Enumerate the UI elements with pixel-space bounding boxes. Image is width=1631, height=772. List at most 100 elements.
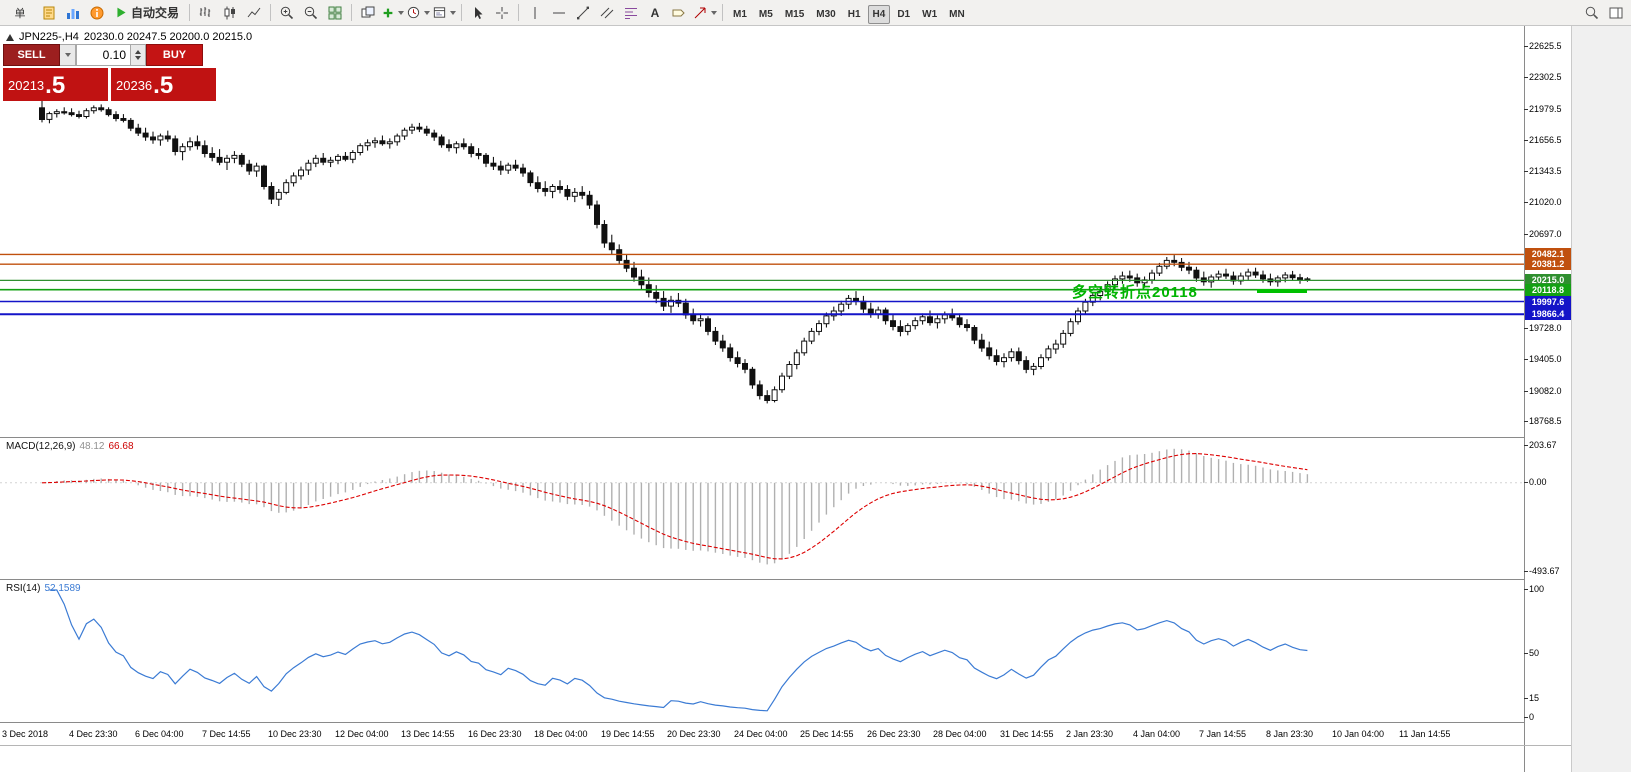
y-axis-label: 19405.0 (1529, 354, 1562, 364)
y-axis-tick (1524, 77, 1528, 78)
rsi-axis-tick (1524, 717, 1528, 718)
main-chart-canvas[interactable] (0, 26, 1524, 437)
rsi-label: RSI(14) 52.1589 (6, 583, 81, 594)
time-axis-label: 31 Dec 14:55 (1000, 729, 1054, 739)
bar-chart-icon (199, 6, 211, 17)
bar-chart-mode-button[interactable] (195, 2, 217, 24)
order-menu-label: 单 (14, 7, 26, 20)
label-tool-button[interactable] (668, 2, 690, 24)
macd-main-value: 48.12 (79, 441, 105, 452)
time-axis-label: 4 Dec 23:30 (69, 729, 118, 739)
time-axis-label: 11 Jan 14:55 (1399, 729, 1451, 739)
cursor-button[interactable] (467, 2, 489, 24)
timeframe-m15-button[interactable]: M15 (784, 8, 805, 20)
zoom-out-button[interactable] (300, 2, 322, 24)
rsi-axis-tick (1524, 589, 1528, 590)
macd-canvas[interactable] (0, 438, 1524, 578)
autotrade-label: 自动交易 (131, 6, 180, 20)
lot-dropdown-button[interactable] (60, 44, 76, 66)
y-axis-label: 21020.0 (1529, 197, 1562, 207)
timeframe-mn-button[interactable]: MN (949, 8, 965, 20)
buy-price-block[interactable]: 20236 .5 (111, 68, 216, 101)
time-axis-label: 8 Jan 23:30 (1266, 729, 1314, 739)
trendline-tool-button[interactable] (572, 2, 594, 24)
channel-tool-button[interactable] (596, 2, 618, 24)
tile-windows-button[interactable] (324, 2, 346, 24)
y-axis-tick (1524, 140, 1528, 141)
buy-button[interactable]: BUY (146, 44, 203, 66)
channel-icon (600, 7, 614, 18)
y-axis-tick (1524, 391, 1528, 392)
template-icon (433, 7, 446, 18)
chart-symbol-period: JPN225-,H4 (19, 31, 79, 43)
time-axis-label: 18 Dec 04:00 (534, 729, 588, 739)
y-axis-label: 18768.5 (1529, 416, 1562, 426)
candlestick-mode-button[interactable] (219, 2, 241, 24)
time-axis-label: 16 Dec 23:30 (468, 729, 522, 739)
trend-annotation[interactable]: 多空转折点20118 (1072, 284, 1198, 301)
zoom-in-button[interactable] (276, 2, 298, 24)
chevron-down-icon (64, 53, 71, 57)
rsi-axis-label: 100 (1529, 584, 1545, 594)
lot-stepper[interactable] (131, 44, 146, 66)
order-menu-button[interactable]: 单 (4, 2, 36, 24)
timeframe-m1-button[interactable]: M1 (733, 8, 747, 20)
market-watch-button[interactable] (62, 2, 84, 24)
cascade-windows-button[interactable] (357, 2, 379, 24)
time-axis-label: 13 Dec 14:55 (401, 729, 455, 739)
toolbar-separator (351, 4, 353, 21)
lot-size-input[interactable] (76, 44, 131, 66)
fibonacci-tool-button[interactable] (620, 2, 642, 24)
data-window-button[interactable] (86, 2, 108, 24)
sell-button-label: SELL (17, 49, 46, 61)
toolbar-separator (461, 4, 463, 21)
line-chart-mode-button[interactable] (243, 2, 265, 24)
timeframe-w1-button[interactable]: W1 (922, 8, 938, 20)
rsi-canvas[interactable] (0, 580, 1524, 722)
sell-price-block[interactable]: 20213 .5 (3, 68, 108, 101)
templates-button[interactable] (432, 2, 457, 24)
time-axis[interactable] (0, 722, 1524, 746)
time-axis-label: 6 Dec 04:00 (135, 729, 184, 739)
indicators-button[interactable] (381, 2, 405, 24)
panels-button[interactable] (1605, 2, 1627, 24)
main-chart-panel[interactable] (0, 26, 1524, 437)
time-axis-label: 4 Jan 04:00 (1133, 729, 1181, 739)
price-level-badge: 20215.0 (1525, 274, 1571, 286)
arrows-tool-button[interactable] (692, 2, 718, 24)
time-axis-label: 3 Dec 2018 (2, 729, 49, 739)
y-axis-label: 21979.5 (1529, 104, 1562, 114)
macd-panel[interactable] (0, 437, 1524, 578)
timeframe-h1-button[interactable]: H1 (847, 8, 861, 20)
timeframe-m5-button[interactable]: M5 (758, 8, 773, 20)
crosshair-button[interactable] (491, 2, 513, 24)
search-button[interactable] (1581, 2, 1603, 24)
one-click-trade-panel: SELL BUY 20213 .5 20236 .5 (3, 44, 216, 101)
periods-button[interactable] (406, 2, 431, 24)
buy-price-main: 20236 (116, 78, 153, 93)
vertical-line-tool-button[interactable] (524, 2, 546, 24)
autotrade-button[interactable]: 自动交易 (110, 2, 184, 24)
right-side-strip (1571, 26, 1631, 772)
time-axis-label: 26 Dec 23:30 (867, 729, 921, 739)
horizontal-line-tool-button[interactable] (548, 2, 570, 24)
timeframe-d1-button[interactable]: D1 (897, 8, 911, 20)
macd-axis-tick (1524, 482, 1528, 483)
price-level-badge: 20482.1 (1525, 248, 1571, 260)
timeframe-m30-button[interactable]: M30 (816, 8, 836, 20)
time-axis-label: 2 Jan 23:30 (1066, 729, 1114, 739)
new-order-button[interactable] (38, 2, 60, 24)
timeframe-h4-button[interactable]: H4 (867, 4, 891, 24)
tile-windows-icon (328, 6, 342, 19)
y-axis-label: 21343.5 (1529, 166, 1562, 176)
price-axis-column[interactable] (1524, 26, 1571, 772)
time-axis-label: 12 Dec 04:00 (335, 729, 389, 739)
text-tool-button[interactable]: A (644, 2, 666, 24)
rsi-axis-tick (1524, 698, 1528, 699)
trend-annotation-underline[interactable] (1257, 289, 1307, 293)
chevron-down-icon (450, 10, 457, 15)
rsi-panel[interactable] (0, 579, 1524, 722)
sell-button[interactable]: SELL (3, 44, 60, 66)
zoom-out-icon (304, 6, 318, 19)
toolbar-separator (189, 4, 191, 21)
